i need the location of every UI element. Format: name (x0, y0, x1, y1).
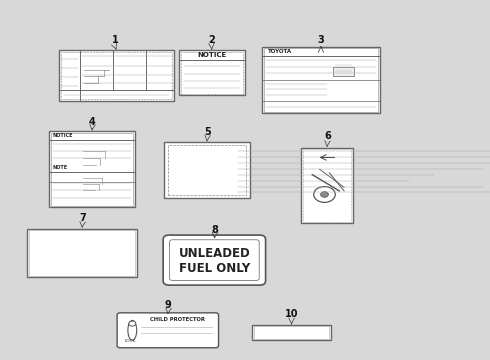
Bar (303, 149, 351, 222)
Bar (49, 131, 135, 207)
Bar (164, 142, 250, 198)
Bar (301, 148, 353, 223)
Text: NOTICE: NOTICE (53, 133, 74, 138)
Bar (29, 230, 135, 276)
Text: TOYOTA: TOYOTA (268, 49, 292, 54)
FancyBboxPatch shape (163, 235, 266, 285)
Bar (168, 145, 246, 195)
Text: 8: 8 (211, 225, 218, 235)
Bar (27, 229, 137, 277)
Bar (262, 47, 380, 113)
Text: NOTICE: NOTICE (197, 52, 226, 58)
Text: 10: 10 (285, 309, 298, 319)
Text: 7: 7 (79, 213, 86, 223)
Text: 6: 6 (324, 131, 331, 141)
Text: 4: 4 (89, 117, 96, 127)
Bar (179, 50, 245, 95)
FancyBboxPatch shape (117, 313, 219, 348)
Bar (333, 67, 354, 76)
Bar (252, 325, 331, 340)
Text: UNLEADED: UNLEADED (178, 247, 250, 260)
Bar (59, 50, 174, 101)
Bar (61, 52, 172, 99)
Bar (51, 133, 133, 206)
Text: 3: 3 (318, 35, 324, 45)
Bar (181, 52, 243, 94)
Bar (254, 326, 329, 339)
Text: FUEL ONLY: FUEL ONLY (179, 262, 250, 275)
Text: 2: 2 (208, 35, 215, 45)
Bar (264, 48, 378, 112)
Text: CHILD PROTECTOR: CHILD PROTECTOR (150, 317, 205, 322)
Circle shape (320, 192, 328, 197)
Circle shape (129, 321, 136, 326)
Text: 1: 1 (112, 35, 119, 45)
Text: 9: 9 (165, 300, 172, 310)
Text: LOCK: LOCK (125, 339, 136, 343)
Text: NOTE: NOTE (53, 166, 68, 170)
Text: 5: 5 (204, 127, 211, 137)
